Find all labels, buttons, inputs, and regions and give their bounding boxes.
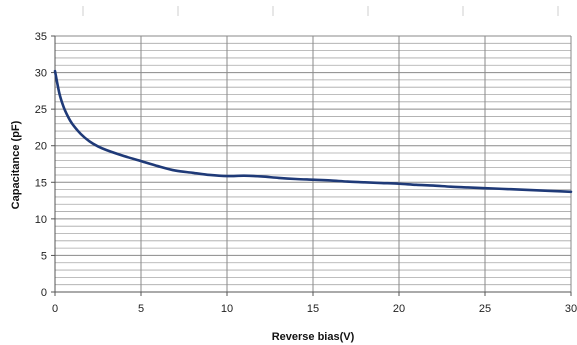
y-tick-label-15: 15: [35, 177, 47, 189]
x-tick-label-0: 0: [52, 303, 58, 315]
y-tick-labels: 0 5 10 15 20 25 30 35: [35, 31, 47, 299]
y-tick-label-5: 5: [41, 250, 47, 262]
y-tick-label-20: 20: [35, 141, 47, 153]
y-tick-label-10: 10: [35, 214, 47, 226]
y-tick-label-35: 35: [35, 31, 47, 43]
x-tick-labels: 0 5 10 15 20 25 30: [52, 303, 577, 315]
x-tick-label-30: 30: [565, 303, 577, 315]
y-axis-title: Capacitance (pF): [10, 120, 22, 209]
series-line-capacitance: [53, 69, 573, 194]
grid-lines: [55, 35, 572, 292]
x-tick-label-15: 15: [307, 303, 319, 315]
x-tick-label-25: 25: [479, 303, 491, 315]
x-tick-label-5: 5: [138, 303, 144, 315]
top-decorative-ticks: [82, 6, 559, 16]
y-tick-label-25: 25: [35, 104, 47, 116]
y-tick-label-30: 30: [35, 68, 47, 80]
x-tick-label-20: 20: [393, 303, 405, 315]
axes: [51, 35, 572, 296]
x-axis-title: Reverse bias(V): [272, 331, 355, 343]
y-tick-label-0: 0: [41, 287, 47, 299]
x-tick-label-10: 10: [221, 303, 233, 315]
